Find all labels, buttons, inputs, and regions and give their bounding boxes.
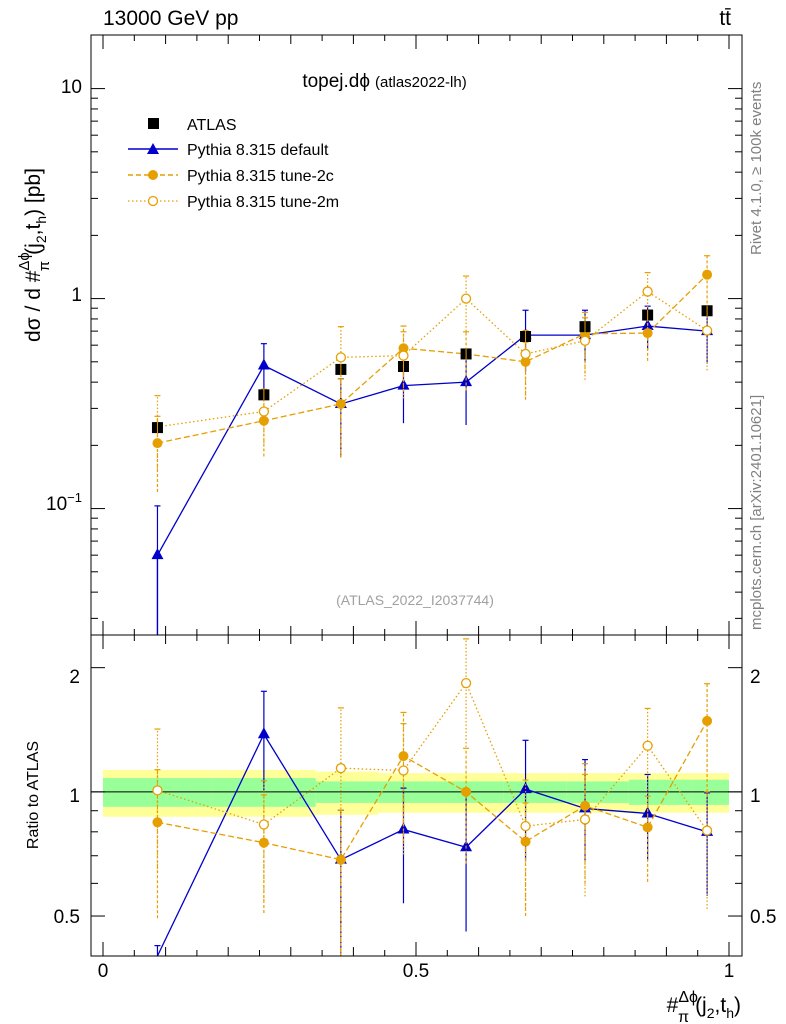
header-left: 13000 GeV pp (103, 7, 238, 30)
ratio-point-tune2m (520, 820, 531, 832)
main-point-tune2m (398, 350, 409, 361)
legend-label-tune2c: Pythia 8.315 tune-2c (187, 168, 334, 185)
main-point-tune2m (520, 348, 531, 360)
ratio-axis-ticks (91, 635, 742, 957)
plot-subtitle: (atlas2022-lh) (375, 74, 467, 91)
main-axis-ticks (91, 35, 742, 635)
main-line-tune2c (157, 274, 708, 444)
ratio-series-layer (152, 638, 714, 957)
legend-marker-default (147, 143, 159, 154)
ratio-point-tune2c (580, 800, 591, 811)
ratio-point-tune2c (461, 786, 472, 797)
ratio-point-default (257, 727, 270, 739)
ratio-point-default (397, 822, 410, 834)
ratio-ytick-label-right-1: 1 (750, 786, 761, 807)
xtick-label-1: 1 (724, 961, 735, 982)
main-series-layer (151, 255, 714, 635)
main-point-tune2m (460, 293, 472, 304)
ratio-ytick-label-2: 2 (69, 667, 80, 688)
ratio-ytick-label-right-0.5: 0.5 (750, 907, 776, 928)
main-point-default (460, 375, 473, 387)
ratio-point-default (641, 806, 654, 818)
main-point-tune2c (520, 356, 531, 367)
main-line-default (156, 325, 708, 635)
ratio-point-tune2m (398, 765, 409, 776)
plot-title: topej.dϕ (302, 71, 370, 92)
main-ytick-label-1: 1 (71, 285, 82, 306)
legend-marker-tune2m (147, 195, 159, 207)
main-ylabel: dσ / d #Δϕ π(j2,th) [pb] (16, 168, 53, 342)
main-point-tune2m (258, 406, 270, 417)
rivet-label: Rivet 4.1.0, ≥ 100k events (748, 82, 765, 255)
main-point-default (257, 358, 270, 370)
legend: ATLAS Pythia 8.315 default Pythia 8.315 … (128, 117, 339, 211)
main-ytick-label-10: 10 (61, 77, 82, 98)
ratio-point-tune2c (335, 854, 346, 865)
main-point-tune2m (642, 286, 653, 297)
ratio-point-tune2m (642, 740, 653, 751)
x-axis-label: #Δϕ π(j2,th) (667, 989, 741, 1024)
ratio-ytick-label-right-2: 2 (750, 667, 761, 688)
ratio-ylabel: Ratio to ATLAS (25, 741, 42, 849)
main-point-tune2m (579, 335, 591, 346)
main-ytick-label-0.1: 10−1 (46, 490, 82, 515)
ratio-point-tune2m (460, 677, 472, 689)
xtick-label-0: 0 (98, 961, 109, 982)
legend-label-tune2m: Pythia 8.315 tune-2m (187, 194, 339, 211)
analysis-id: (ATLAS_2022_I2037744) (336, 592, 494, 608)
main-line-tune2m (157, 290, 708, 428)
svg-text:dσ / d #Δϕπ(j2,th) [pb]: dσ / d #Δϕ π(j2,th) [pb] (16, 168, 53, 342)
ratio-frame (90, 634, 743, 957)
main-point-tune2m (701, 325, 713, 336)
legend-label-default: Pythia 8.315 default (187, 142, 329, 159)
ratio-point-tune2m (335, 763, 347, 774)
ratio-point-tune2c (702, 715, 713, 726)
header-right: tt̄ (719, 7, 731, 30)
ratio-ytick-label-1: 1 (69, 786, 80, 807)
main-point-default (151, 548, 164, 560)
ratio-point-tune2m (152, 785, 163, 796)
ratio-point-tune2m (701, 825, 713, 836)
main-point-tune2c (702, 269, 713, 280)
ratio-band-layer (91, 769, 742, 817)
xtick-label-0.5: 0.5 (403, 961, 429, 982)
ratio-point-tune2c (642, 822, 653, 833)
ratio-point-tune2c (258, 837, 269, 848)
legend-marker-atlas (148, 118, 159, 129)
ratio-line-default (156, 732, 708, 957)
main-point-tune2c (642, 328, 653, 339)
mcplots-label: mcplots.cern.ch [arXiv:2401.10621] (748, 395, 765, 630)
ratio-point-tune2m (579, 814, 591, 825)
ratio-point-tune2c (520, 836, 531, 847)
ratio-ytick-label-0.5: 0.5 (54, 907, 80, 928)
legend-marker-tune2c (148, 170, 158, 180)
legend-label-atlas: ATLAS (187, 117, 237, 134)
main-point-tune2m (335, 352, 347, 363)
ratio-point-tune2m (258, 819, 270, 830)
svg-text:#Δϕπ(j2,th): #Δϕ π(j2,th) (667, 989, 741, 1024)
